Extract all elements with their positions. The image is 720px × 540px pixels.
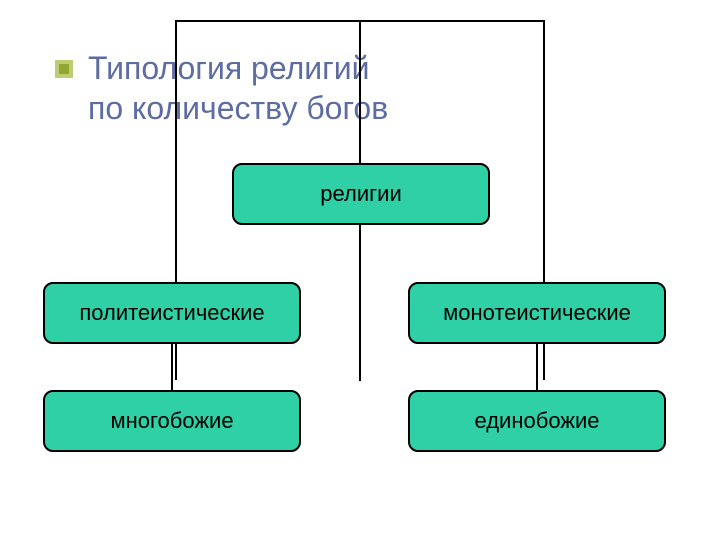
node-root-label: религии xyxy=(320,181,401,207)
node-mono-label: монотеистические xyxy=(443,300,631,326)
bullet-icon xyxy=(55,60,73,78)
node-one: единобожие xyxy=(408,390,666,452)
connector-mono-one xyxy=(536,343,538,391)
node-many: многобожие xyxy=(43,390,301,452)
connector-poly-many xyxy=(171,343,173,391)
bullet-inner xyxy=(59,64,69,74)
node-poly-label: политеистические xyxy=(79,300,264,326)
node-many-label: многобожие xyxy=(110,408,233,434)
node-poly: политеистические xyxy=(43,282,301,344)
node-one-label: единобожие xyxy=(474,408,599,434)
node-mono: монотеистические xyxy=(408,282,666,344)
node-root: религии xyxy=(232,163,490,225)
